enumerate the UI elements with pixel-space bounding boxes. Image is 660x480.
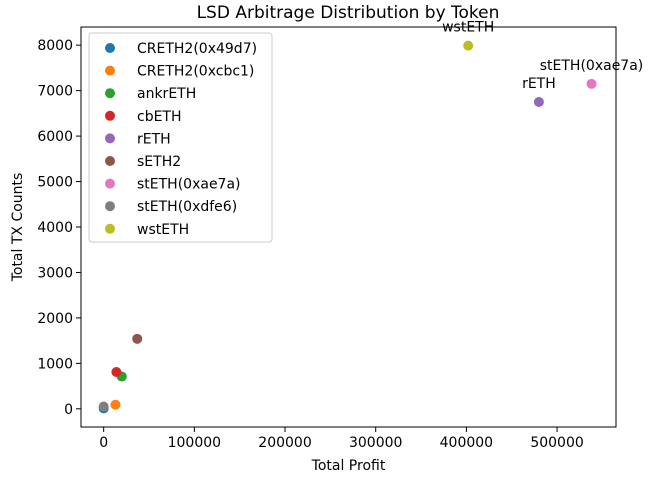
data-point-steth-0xdfe6	[98, 401, 109, 412]
x-tick-label: 0	[99, 435, 108, 451]
annotation-layer: wstETH rETH stETH(0xae7a)	[442, 20, 643, 92]
x-tick-label: 100000	[168, 435, 221, 451]
data-point-steth-0xae7a	[586, 78, 597, 89]
legend-label: rETH	[137, 131, 171, 147]
legend-marker	[105, 201, 115, 212]
chart-title: LSD Arbitrage Distribution by Token	[197, 3, 500, 23]
y-tick-label: 6000	[37, 129, 73, 145]
data-point-cbeth	[111, 367, 122, 377]
legend-items: CRETH2(0x49d7) CRETH2(0xcbc1) ankrETH cbETH…	[105, 41, 257, 238]
y-tick-label: 4000	[37, 220, 73, 236]
y-tick-label: 0	[64, 402, 73, 418]
tick-layer: 0 100000 200000 300000 400000 500000 0 1000 2000…	[37, 38, 583, 451]
points-layer	[98, 40, 597, 414]
legend-marker	[105, 43, 115, 53]
y-tick-label: 1000	[37, 356, 73, 372]
legend-marker	[105, 133, 115, 144]
legend-label: CRETH2(0x49d7)	[137, 41, 257, 57]
legend-marker	[105, 156, 115, 166]
legend-marker	[105, 65, 115, 76]
legend-label: ankrETH	[137, 86, 196, 102]
x-tick-label: 400000	[440, 435, 493, 451]
x-axis-label: Total Profit	[311, 458, 386, 474]
y-axis-label: Total TX Counts	[10, 173, 26, 283]
legend-marker	[105, 110, 115, 121]
point-annotation: wstETH	[442, 20, 494, 36]
legend-label: cbETH	[137, 109, 182, 125]
legend-marker	[105, 178, 115, 189]
y-tick-label: 2000	[37, 311, 73, 327]
y-tick-label: 8000	[37, 38, 73, 54]
y-tick-label: 7000	[37, 84, 73, 100]
legend-marker	[105, 88, 115, 99]
point-annotation: rETH	[522, 76, 556, 92]
legend-label: stETH(0xdfe6)	[137, 199, 237, 215]
plot-area-frame	[80, 26, 617, 428]
legend-label: CRETH2(0xcbc1)	[137, 64, 254, 80]
data-point-creth2-0xcbc1	[110, 399, 121, 410]
legend-label: stETH(0xae7a)	[137, 177, 241, 193]
y-tick-label: 5000	[37, 175, 73, 191]
legend-label: wstETH	[137, 222, 189, 238]
x-tick-label: 300000	[349, 435, 402, 451]
y-tick-label: 3000	[37, 265, 73, 281]
x-tick-label: 200000	[258, 435, 311, 451]
data-point-seth2	[132, 333, 143, 344]
data-point-wsteth	[463, 40, 474, 51]
point-annotation: stETH(0xae7a)	[540, 58, 644, 74]
data-point-reth	[533, 97, 544, 107]
legend: CRETH2(0x49d7) CRETH2(0xcbc1) ankrETH cbETH…	[88, 32, 273, 243]
legend-marker	[105, 223, 115, 234]
legend-label: sETH2	[137, 154, 181, 170]
legend-frame	[88, 32, 273, 243]
x-tick-label: 500000	[530, 435, 583, 451]
